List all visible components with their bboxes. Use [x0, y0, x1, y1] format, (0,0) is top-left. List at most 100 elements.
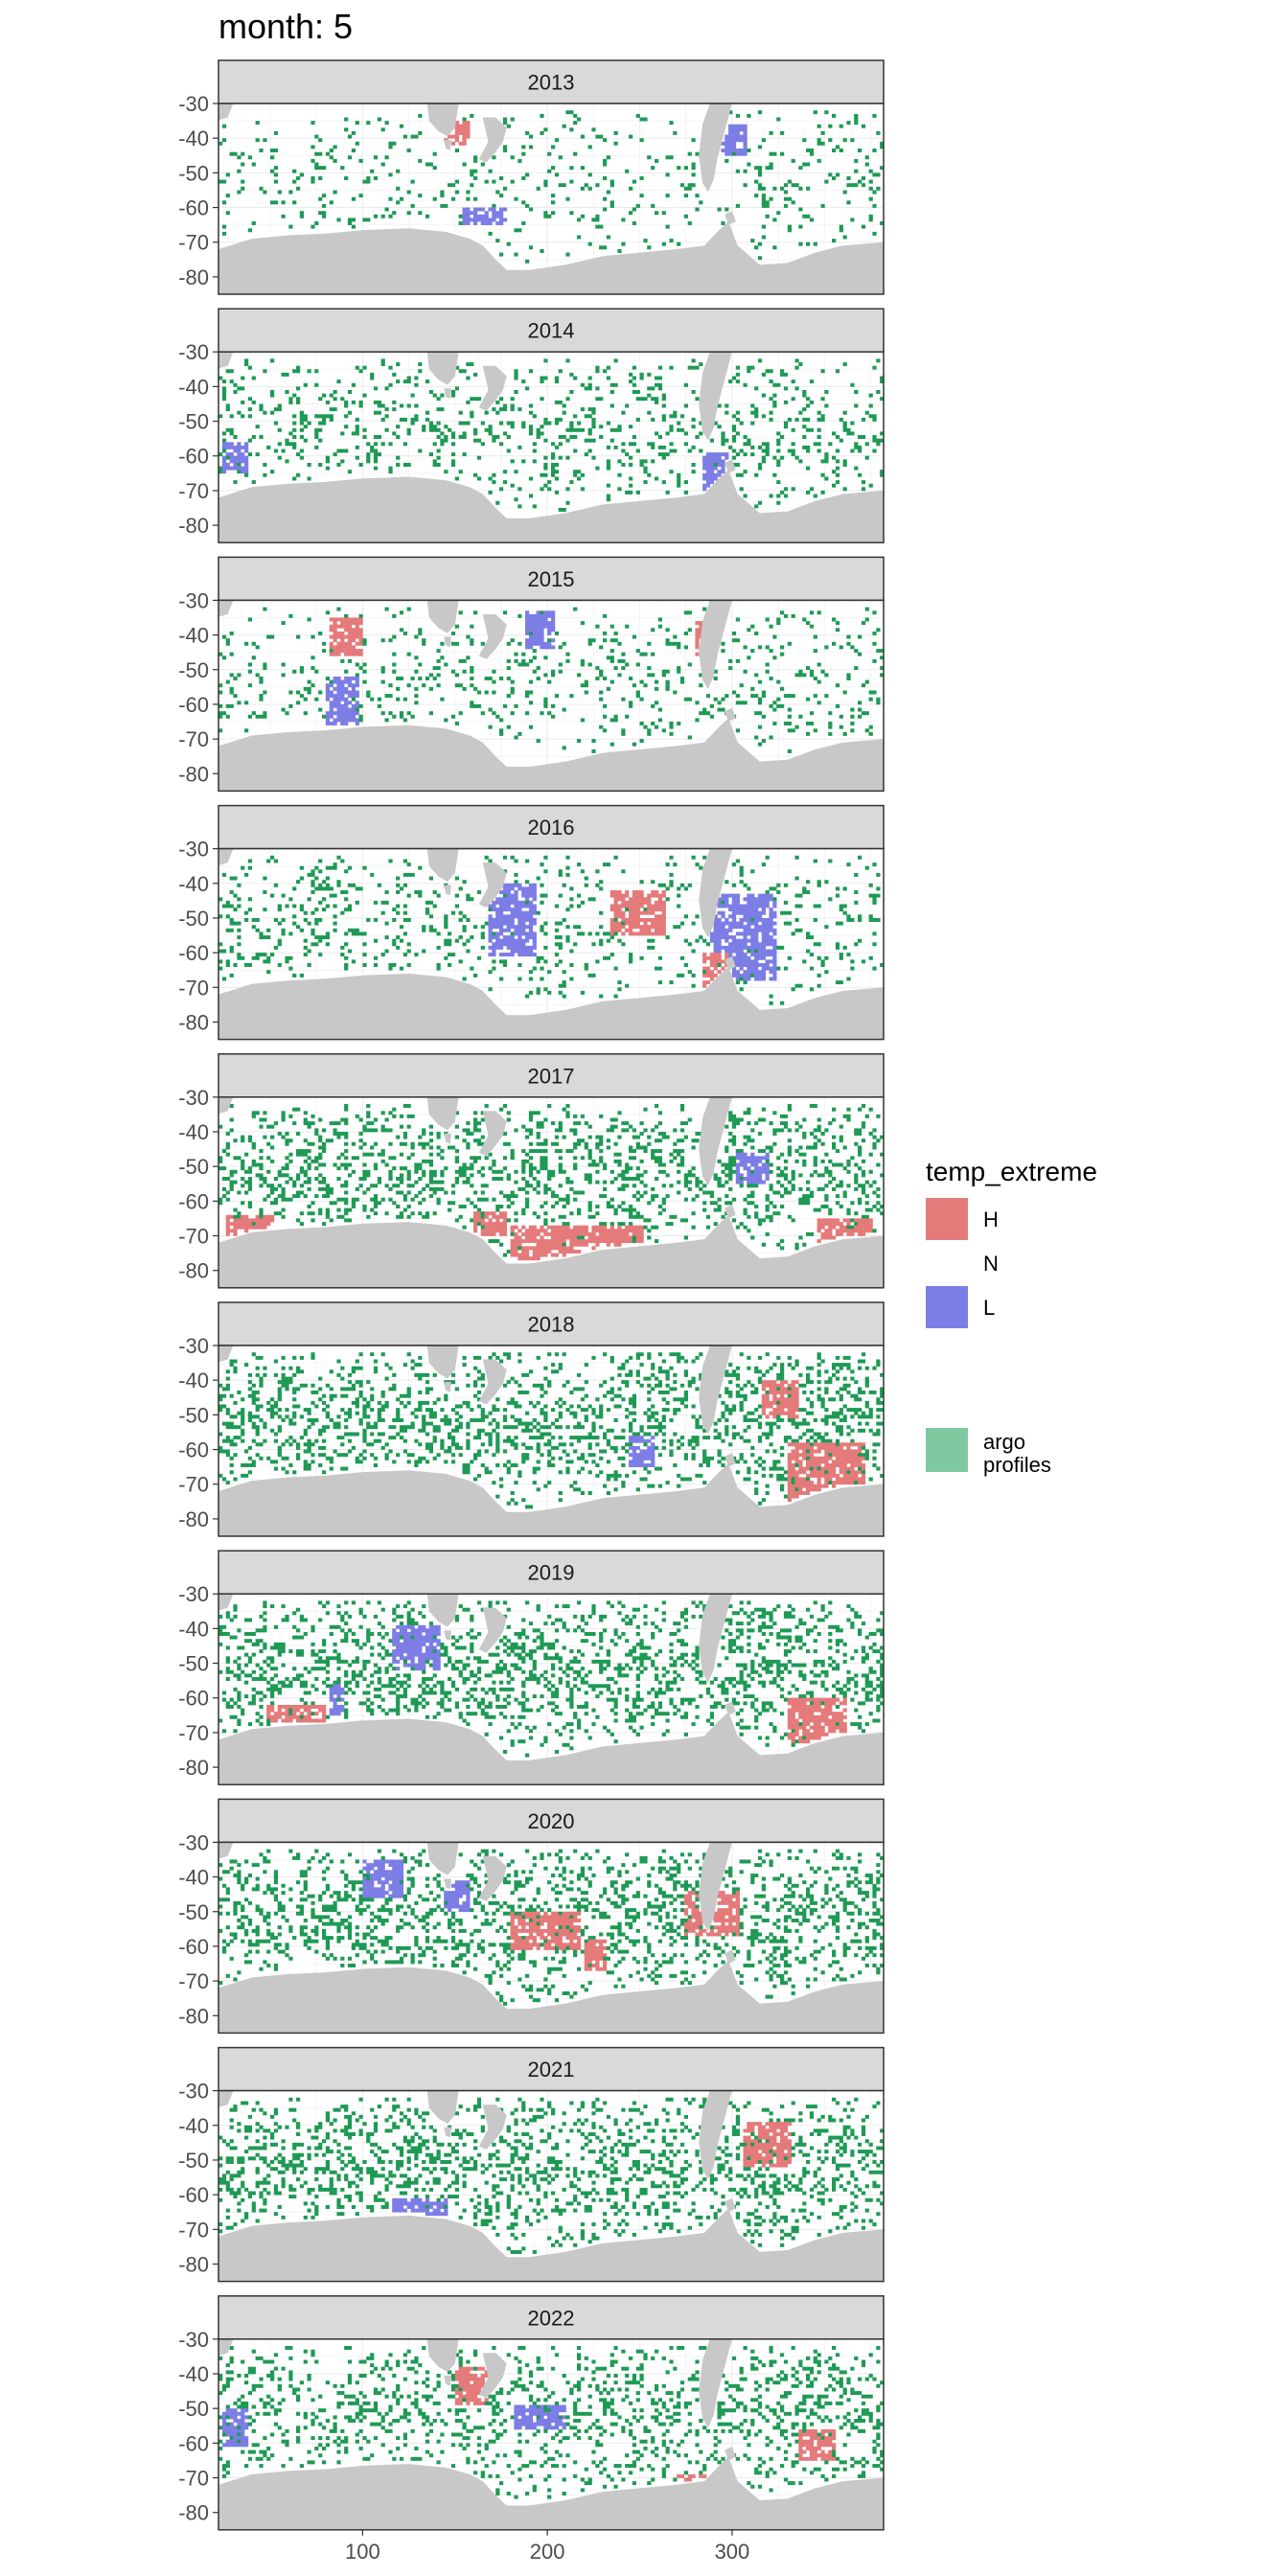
- data-cell: [842, 425, 847, 429]
- data-cell: [551, 194, 556, 198]
- data-cell: [677, 242, 681, 246]
- data-cell: [861, 959, 866, 964]
- data-cell: [532, 1177, 537, 1181]
- data-cell: [717, 945, 722, 950]
- data-cell: [595, 666, 600, 671]
- data-cell: [677, 722, 681, 725]
- data-cell: [864, 162, 869, 167]
- data-cell: [761, 448, 767, 453]
- data-cell: [233, 455, 238, 460]
- data-cell: [861, 435, 866, 439]
- data-cell: [521, 1225, 526, 1230]
- data-cell: [735, 638, 741, 643]
- data-cell: [510, 403, 515, 408]
- data-cell: [303, 438, 308, 443]
- data-cell: [551, 1239, 556, 1244]
- data-cell: [402, 380, 408, 384]
- data-cell: [329, 886, 334, 891]
- data-cell: [495, 925, 500, 930]
- data-cell: [743, 963, 748, 967]
- data-cell: [558, 869, 563, 874]
- data-cell: [329, 634, 334, 639]
- data-cell: [362, 638, 367, 643]
- data-cell: [432, 890, 437, 894]
- data-cell: [661, 417, 666, 422]
- peninsula-land: [724, 955, 736, 971]
- data-cell: [613, 900, 618, 905]
- data-cell: [506, 1205, 511, 1208]
- data-cell: [384, 427, 389, 432]
- data-cell: [713, 949, 718, 954]
- data-cell: [384, 155, 389, 160]
- data-cell: [610, 928, 614, 932]
- data-cell: [244, 470, 249, 474]
- data-cell: [820, 472, 825, 477]
- data-cell: [543, 673, 548, 678]
- data-cell: [595, 883, 600, 887]
- data-cell: [610, 1229, 614, 1233]
- data-cell: [299, 1184, 305, 1188]
- data-cell: [418, 113, 423, 118]
- data-cell: [872, 632, 877, 635]
- data-cell: [218, 683, 223, 688]
- data-cell: [569, 1235, 574, 1240]
- data-cell: [303, 938, 308, 943]
- data-cell: [251, 1222, 256, 1227]
- data-cell: [454, 904, 460, 908]
- data-cell: [713, 697, 718, 702]
- data-cell: [473, 169, 478, 173]
- data-cell: [854, 466, 859, 471]
- data-cell: [525, 711, 530, 716]
- data-cell: [606, 494, 611, 498]
- data-cell: [621, 242, 626, 246]
- data-cell: [299, 214, 305, 218]
- data-cell: [832, 431, 837, 436]
- data-cell: [355, 617, 359, 622]
- data-cell: [373, 1117, 379, 1122]
- data-cell: [876, 893, 881, 898]
- data-cell: [470, 701, 474, 705]
- data-cell: [621, 893, 626, 898]
- data-cell: [344, 425, 349, 429]
- data-cell: [355, 141, 359, 146]
- data-cell: [558, 1229, 563, 1233]
- data-cell: [351, 714, 356, 719]
- data-cell: [377, 697, 382, 702]
- data-cell: [466, 1141, 471, 1146]
- data-cell: [333, 711, 337, 716]
- data-cell: [528, 494, 534, 498]
- data-cell: [440, 1156, 445, 1161]
- data-cell: [237, 1214, 242, 1219]
- australia-land: [426, 848, 459, 882]
- data-cell: [558, 1239, 563, 1244]
- data-cell: [355, 662, 359, 667]
- data-cell: [392, 908, 397, 912]
- data-cell: [554, 1229, 560, 1233]
- data-cell: [850, 382, 855, 387]
- data-cell: [436, 649, 441, 654]
- data-cell: [303, 1194, 308, 1199]
- data-cell: [292, 200, 297, 205]
- data-cell: [655, 893, 659, 898]
- data-cell: [794, 417, 799, 422]
- data-cell: [392, 918, 397, 922]
- data-cell: [558, 155, 563, 160]
- data-cell: [525, 1253, 530, 1257]
- data-cell: [392, 372, 397, 377]
- data-cell: [358, 1177, 363, 1181]
- data-cell: [336, 1166, 341, 1171]
- data-cell: [484, 1156, 489, 1161]
- data-cell: [247, 228, 253, 233]
- data-cell: [587, 1180, 592, 1184]
- data-cell: [454, 876, 460, 881]
- data-cell: [299, 414, 305, 419]
- data-cell: [466, 127, 471, 132]
- data-cell: [806, 149, 811, 152]
- data-cell: [617, 673, 622, 678]
- data-cell: [754, 407, 759, 412]
- data-cell: [229, 876, 234, 881]
- data-cell: [587, 1208, 592, 1212]
- data-cell: [731, 921, 737, 926]
- data-cell: [776, 459, 781, 464]
- data-cell: [880, 166, 884, 171]
